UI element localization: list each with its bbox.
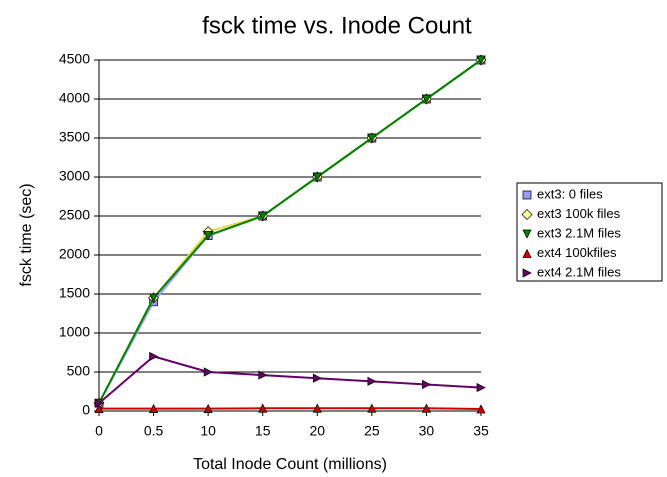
- series-line: [99, 407, 482, 411]
- x-tick-label: 35: [473, 423, 489, 439]
- y-tick-label: 4500: [59, 51, 90, 67]
- legend-box: [516, 182, 663, 282]
- marker: [476, 383, 486, 393]
- marker: [367, 376, 377, 386]
- y-tick-label: 3500: [59, 129, 90, 145]
- marker: [367, 403, 377, 413]
- chart-title: fsck time vs. Inode Count: [202, 12, 472, 39]
- y-tick-label: 2500: [59, 207, 90, 223]
- marker: [203, 367, 213, 377]
- x-tick-label: 10: [200, 423, 216, 439]
- y-tick-label: 500: [67, 363, 91, 379]
- legend-label: ext3 100k files: [537, 206, 621, 221]
- legend-marker: [522, 268, 532, 278]
- x-tick-label: 0.5: [144, 423, 164, 439]
- marker: [421, 403, 431, 413]
- x-tick-label: 25: [364, 423, 380, 439]
- marker: [149, 403, 159, 414]
- x-tick-label: 15: [255, 423, 271, 439]
- x-axis-label: Total Inode Count (millions): [193, 456, 387, 473]
- marker: [367, 133, 377, 143]
- x-tick-label: 20: [309, 423, 325, 439]
- x-tick-label: 30: [419, 423, 435, 439]
- y-tick-label: 1500: [59, 285, 90, 301]
- series-line: [98, 355, 482, 404]
- legend-label: ext4 2.1M files: [537, 264, 621, 279]
- marker: [94, 403, 104, 414]
- legend-marker: [522, 248, 532, 258]
- marker: [421, 94, 431, 104]
- y-tick-label: 2000: [59, 246, 90, 262]
- marker: [312, 172, 322, 182]
- legend-marker: [522, 190, 532, 200]
- series-line: [98, 59, 482, 404]
- legend-label: ext3: 0 files: [537, 186, 603, 201]
- marker: [94, 398, 104, 408]
- series-line: [98, 59, 482, 404]
- marker: [312, 403, 322, 413]
- marker: [203, 231, 213, 241]
- legend-label: ext4 100kfiles: [537, 245, 617, 260]
- y-axis-label: fsck time (sec): [18, 183, 35, 286]
- marker: [258, 370, 268, 380]
- marker: [422, 379, 432, 390]
- marker: [312, 373, 323, 383]
- marker: [203, 403, 213, 414]
- marker: [476, 404, 486, 414]
- marker: [149, 293, 159, 303]
- legend-marker: [522, 229, 532, 239]
- x-tick-label: 0: [95, 423, 103, 439]
- y-tick-label: 0: [82, 402, 90, 418]
- series-line: [98, 59, 482, 404]
- marker: [476, 55, 486, 65]
- marker: [258, 403, 268, 413]
- y-tick-label: 4000: [59, 90, 90, 106]
- legend-label: ext3 2.1M files: [537, 225, 621, 240]
- marker: [258, 211, 268, 221]
- y-tick-label: 3000: [59, 168, 90, 184]
- legend-marker: [521, 209, 533, 220]
- marker: [149, 351, 159, 361]
- y-tick-label: 1000: [59, 324, 90, 340]
